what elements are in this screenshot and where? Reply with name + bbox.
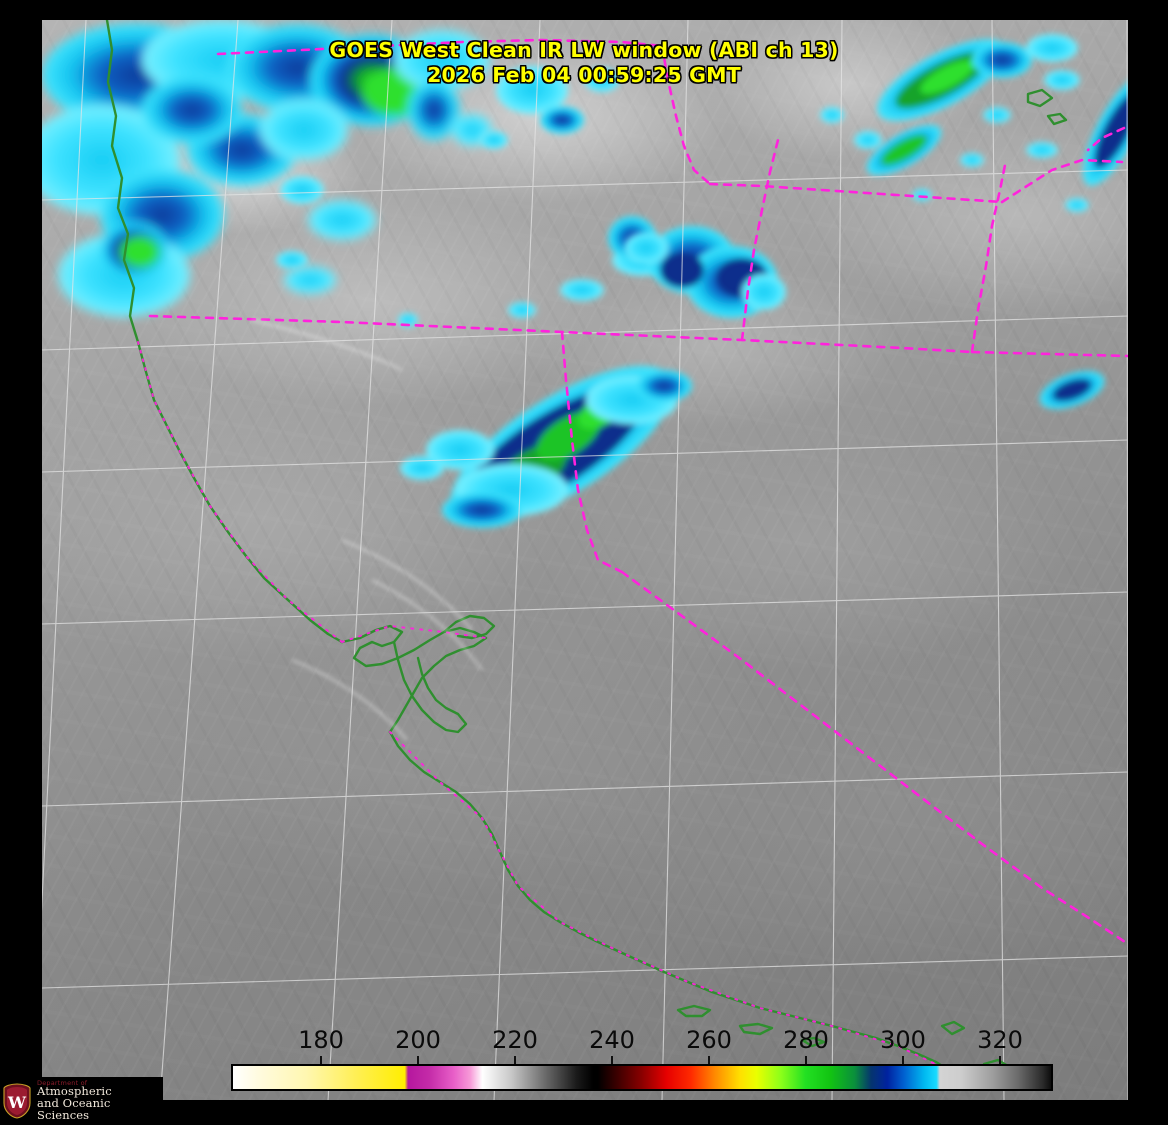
- logo-text-block: Department of Atmospheric and Oceanic Sc…: [37, 1078, 163, 1123]
- colorbar-tick-mark: [320, 1056, 322, 1064]
- cloud-tops-northwest: [42, 20, 492, 317]
- colorbar-tick-label: 180: [298, 1026, 344, 1054]
- colorbar-tick-mark: [902, 1056, 904, 1064]
- colorbar-legend: 180 200 220 240 260 280 300 320: [0, 1020, 1168, 1100]
- colorbar-tick-label: 260: [686, 1026, 732, 1054]
- colorbar-tick-label: 200: [395, 1026, 441, 1054]
- colorbar-tick-mark: [514, 1056, 516, 1064]
- colorbar-tick-label: 280: [783, 1026, 829, 1054]
- logo-line-1: Atmospheric: [37, 1084, 112, 1099]
- cloud-cluster-nevada: [624, 226, 786, 318]
- colorbar-tick-label: 300: [880, 1026, 926, 1054]
- ir-brightness-temperature-field: [42, 20, 1128, 1101]
- colorbar-tick-mark: [999, 1056, 1001, 1064]
- colorbar-swatch: [231, 1064, 1053, 1091]
- uw-aos-logo: W Department of Atmospheric and Oceanic …: [0, 1077, 163, 1125]
- colorbar-tick-label: 320: [977, 1026, 1023, 1054]
- uw-crest-icon: W: [3, 1083, 31, 1119]
- cirrus-streaks: [251, 318, 484, 741]
- convective-band-north-california: [400, 365, 692, 528]
- colorbar-tick-mark: [708, 1056, 710, 1064]
- colorbar-tick-labels: 180 200 220 240 260 280 300 320: [0, 1020, 1168, 1064]
- colorbar-gradient: [233, 1066, 1051, 1089]
- map-overlay-layer: [42, 20, 1128, 1101]
- colorbar-tick-mark: [805, 1056, 807, 1064]
- cloud-texture-overlay: [42, 20, 1128, 1101]
- cloud-bands-northeast: [820, 34, 1128, 410]
- colorbar-tick-label: 220: [492, 1026, 538, 1054]
- colorbar-tick-label: 240: [589, 1026, 635, 1054]
- state-borders: [148, 38, 1128, 946]
- colorbar-tick-mark: [611, 1056, 613, 1064]
- county-borders: [137, 341, 953, 1073]
- satellite-image-panel: [42, 20, 1128, 1101]
- latitude-longitude-gridlines: [42, 20, 1128, 1101]
- logo-line-2: and Oceanic Sciences: [37, 1096, 111, 1123]
- logo-department-line: Department of: [37, 1078, 88, 1087]
- bottom-black-bar: [0, 1100, 1168, 1125]
- colorbar-tick-mark: [417, 1056, 419, 1064]
- svg-text:W: W: [7, 1093, 27, 1112]
